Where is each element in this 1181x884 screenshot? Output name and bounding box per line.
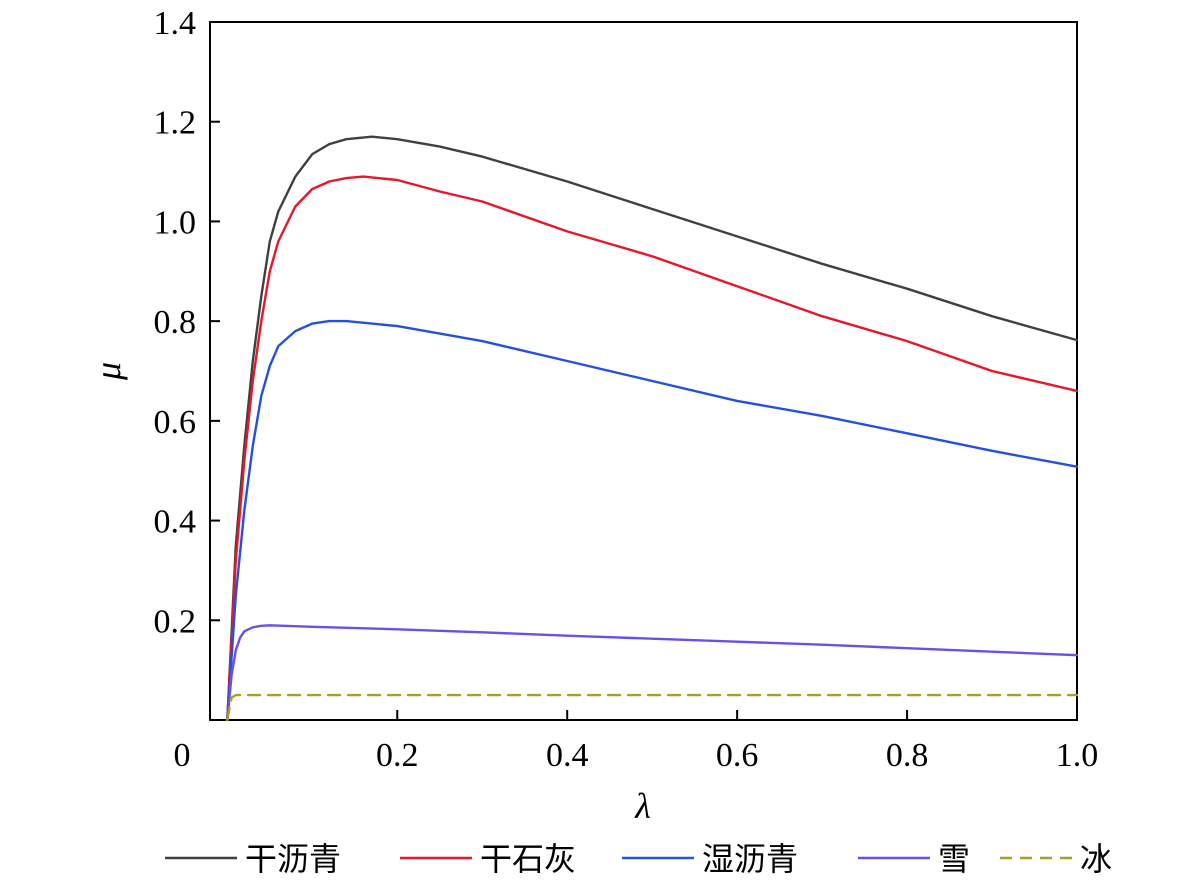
x-tick-label: 0 xyxy=(174,737,191,774)
y-axis-label: μ xyxy=(88,362,128,381)
legend-label-1: 干石灰 xyxy=(480,840,576,878)
series-line-1 xyxy=(226,175,1079,722)
legend: 干沥青 干石灰 湿沥青 雪 冰 xyxy=(165,840,1112,878)
y-tick-label: 1.4 xyxy=(154,5,197,42)
series-line-2 xyxy=(226,319,1079,722)
y-tick-label: 0.4 xyxy=(154,504,197,541)
x-tick-label: 0.8 xyxy=(886,737,929,774)
legend-label-2: 湿沥青 xyxy=(702,840,798,878)
y-axis-ticks: 0.2 0.4 0.6 0.8 1.0 1.2 1.4 xyxy=(154,5,220,640)
x-tick-label: 0.6 xyxy=(716,737,759,774)
legend-label-3: 雪 xyxy=(938,840,970,878)
y-tick-label: 0.6 xyxy=(154,404,197,441)
series-line-3 xyxy=(226,624,1079,722)
y-tick-label: 1.0 xyxy=(154,204,197,241)
legend-label-4: 冰 xyxy=(1080,840,1112,878)
x-tick-label: 0.2 xyxy=(376,737,419,774)
series-layer xyxy=(226,135,1079,722)
plot-frame xyxy=(209,21,1078,721)
series-line-0 xyxy=(226,135,1079,722)
x-tick-label: 1.0 xyxy=(1056,737,1099,774)
series-line-4 xyxy=(226,693,1079,722)
x-tick-label: 0.4 xyxy=(546,737,589,774)
legend-label-0: 干沥青 xyxy=(245,840,341,878)
x-axis-label: λ xyxy=(634,786,651,826)
y-tick-label: 0.2 xyxy=(154,603,197,640)
y-tick-label: 0.8 xyxy=(154,304,197,341)
y-tick-label: 1.2 xyxy=(154,105,197,142)
x-axis-ticks: 0 0.2 0.4 0.6 0.8 1.0 xyxy=(174,710,1099,774)
